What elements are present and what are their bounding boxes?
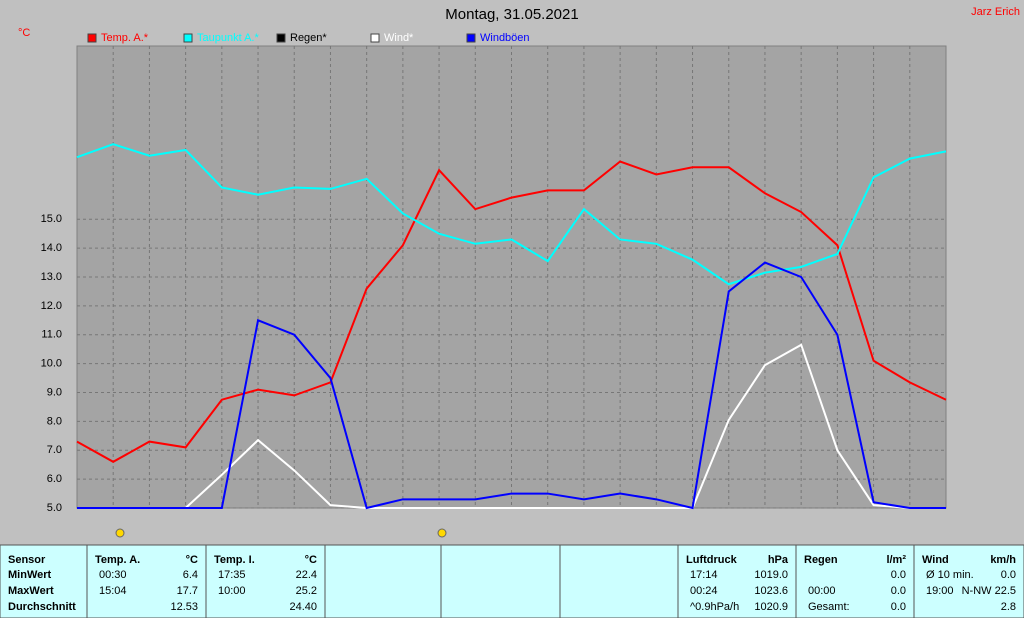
cell-value: 0.0	[891, 601, 906, 613]
y-tick-label: 14.0	[41, 242, 62, 254]
cell-label: 19:00	[926, 585, 954, 597]
series-line	[77, 343, 946, 509]
cell-value: 1019.0	[754, 569, 788, 581]
cell-label: Ø 10 min.	[926, 569, 974, 581]
series-line	[76, 160, 947, 463]
panel	[86, 544, 207, 618]
noon-icon	[437, 528, 447, 538]
series-line	[76, 143, 947, 286]
y-tick-label: 8.0	[47, 415, 62, 427]
cell-label: 15:04	[99, 585, 127, 597]
cell-label: 17:14	[690, 569, 718, 581]
cell-label: 17:35	[218, 569, 246, 581]
cell-value: 2.8	[1001, 601, 1016, 613]
panel	[913, 544, 1024, 618]
cell-label: ^0.9hPa/h	[690, 601, 739, 613]
panel-header: Temp. I.	[214, 554, 255, 566]
panel-header: Luftdruck	[686, 554, 738, 566]
y-tick-label: 5.0	[47, 502, 62, 514]
legend-label: Wind*	[384, 32, 414, 44]
cell-value: 0.0	[891, 585, 906, 597]
legend-swatch	[370, 33, 380, 43]
empty-panel	[440, 544, 561, 618]
panel-unit: °C	[186, 554, 198, 566]
legend-swatch	[87, 33, 97, 43]
y-tick-label: 12.0	[41, 300, 62, 312]
panel-unit: km/h	[990, 554, 1016, 566]
cell-label: 00:24	[690, 585, 718, 597]
cell-value: N-NW 22.5	[962, 585, 1016, 597]
sunrise-icon	[115, 528, 125, 538]
y-axis-unit: °C	[18, 27, 30, 39]
panel	[205, 544, 326, 618]
row-label: MinWert	[8, 569, 52, 581]
cell-label: Gesamt:	[808, 601, 850, 613]
row-label: Durchschnitt	[8, 601, 76, 613]
cell-value: 1023.6	[754, 585, 788, 597]
panel	[795, 544, 915, 618]
chart-title: Montag, 31.05.2021	[445, 6, 578, 23]
y-tick-label: 15.0	[41, 213, 62, 225]
panel	[677, 544, 797, 618]
cell-value: 6.4	[183, 569, 198, 581]
cell-label: 00:30	[99, 569, 127, 581]
y-tick-label: 9.0	[47, 386, 62, 398]
legend-label: Regen*	[290, 32, 327, 44]
cell-value: 0.0	[1001, 569, 1016, 581]
row-label: MaxWert	[8, 585, 54, 597]
cell-value: 12.53	[170, 601, 198, 613]
legend-swatch	[183, 33, 193, 43]
cell-value: 17.7	[177, 585, 198, 597]
panel-unit: l/m²	[886, 554, 906, 566]
panel-unit: °C	[305, 554, 317, 566]
legend-swatch	[466, 33, 476, 43]
legend-swatch	[276, 33, 286, 43]
cell-value: 22.4	[296, 569, 317, 581]
cell-label: 00:00	[808, 585, 836, 597]
legend-label: Temp. A.*	[101, 32, 149, 44]
panel-header: Wind	[922, 554, 949, 566]
panel-header: Regen	[804, 554, 838, 566]
cell-value: 0.0	[891, 569, 906, 581]
y-tick-label: 7.0	[47, 444, 62, 456]
y-tick-label: 10.0	[41, 358, 62, 370]
y-tick-label: 11.0	[41, 329, 62, 341]
panel-unit: hPa	[768, 554, 789, 566]
empty-panel	[559, 544, 679, 618]
cell-value: 25.2	[296, 585, 317, 597]
cell-value: 1020.9	[754, 601, 788, 613]
legend-label: Taupunkt A.*	[197, 32, 259, 44]
legend-label: Windböen	[480, 32, 530, 44]
cell-value: 24.40	[289, 601, 317, 613]
cell-label: 10:00	[218, 585, 246, 597]
y-tick-label: 6.0	[47, 473, 62, 485]
panel-header: Temp. A.	[95, 554, 140, 566]
y-tick-label: 13.0	[41, 271, 62, 283]
series-line	[77, 261, 946, 510]
author: Jarz Erich	[971, 6, 1020, 18]
empty-panel	[324, 544, 442, 618]
row-label: Sensor	[8, 554, 46, 566]
